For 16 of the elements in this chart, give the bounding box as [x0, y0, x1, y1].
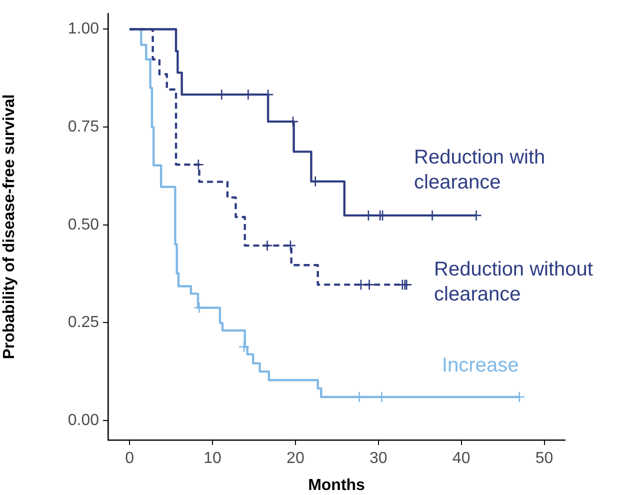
y-tick-label: 0.25	[68, 314, 100, 332]
x-tick-label: 0	[125, 450, 134, 468]
y-tick-label: 0.00	[68, 412, 100, 429]
y-axis-title: Probability of disease-free survival	[1, 94, 18, 360]
series-label: Increase	[442, 354, 519, 377]
x-axis-title: Months	[308, 476, 366, 494]
x-tick-label: 50	[535, 450, 554, 468]
x-tick-label: 30	[369, 450, 388, 468]
series-label: Reduction with clearance	[414, 146, 546, 194]
y-tick-label: 1.00	[68, 20, 100, 38]
series-label: Reduction without clearance	[434, 258, 594, 306]
x-tick-label: 40	[452, 450, 470, 468]
y-tick-label: 0.75	[68, 118, 100, 136]
y-tick-label: 0.50	[68, 216, 100, 234]
x-tick-label: 20	[286, 450, 304, 468]
x-tick-label: 10	[204, 450, 222, 468]
